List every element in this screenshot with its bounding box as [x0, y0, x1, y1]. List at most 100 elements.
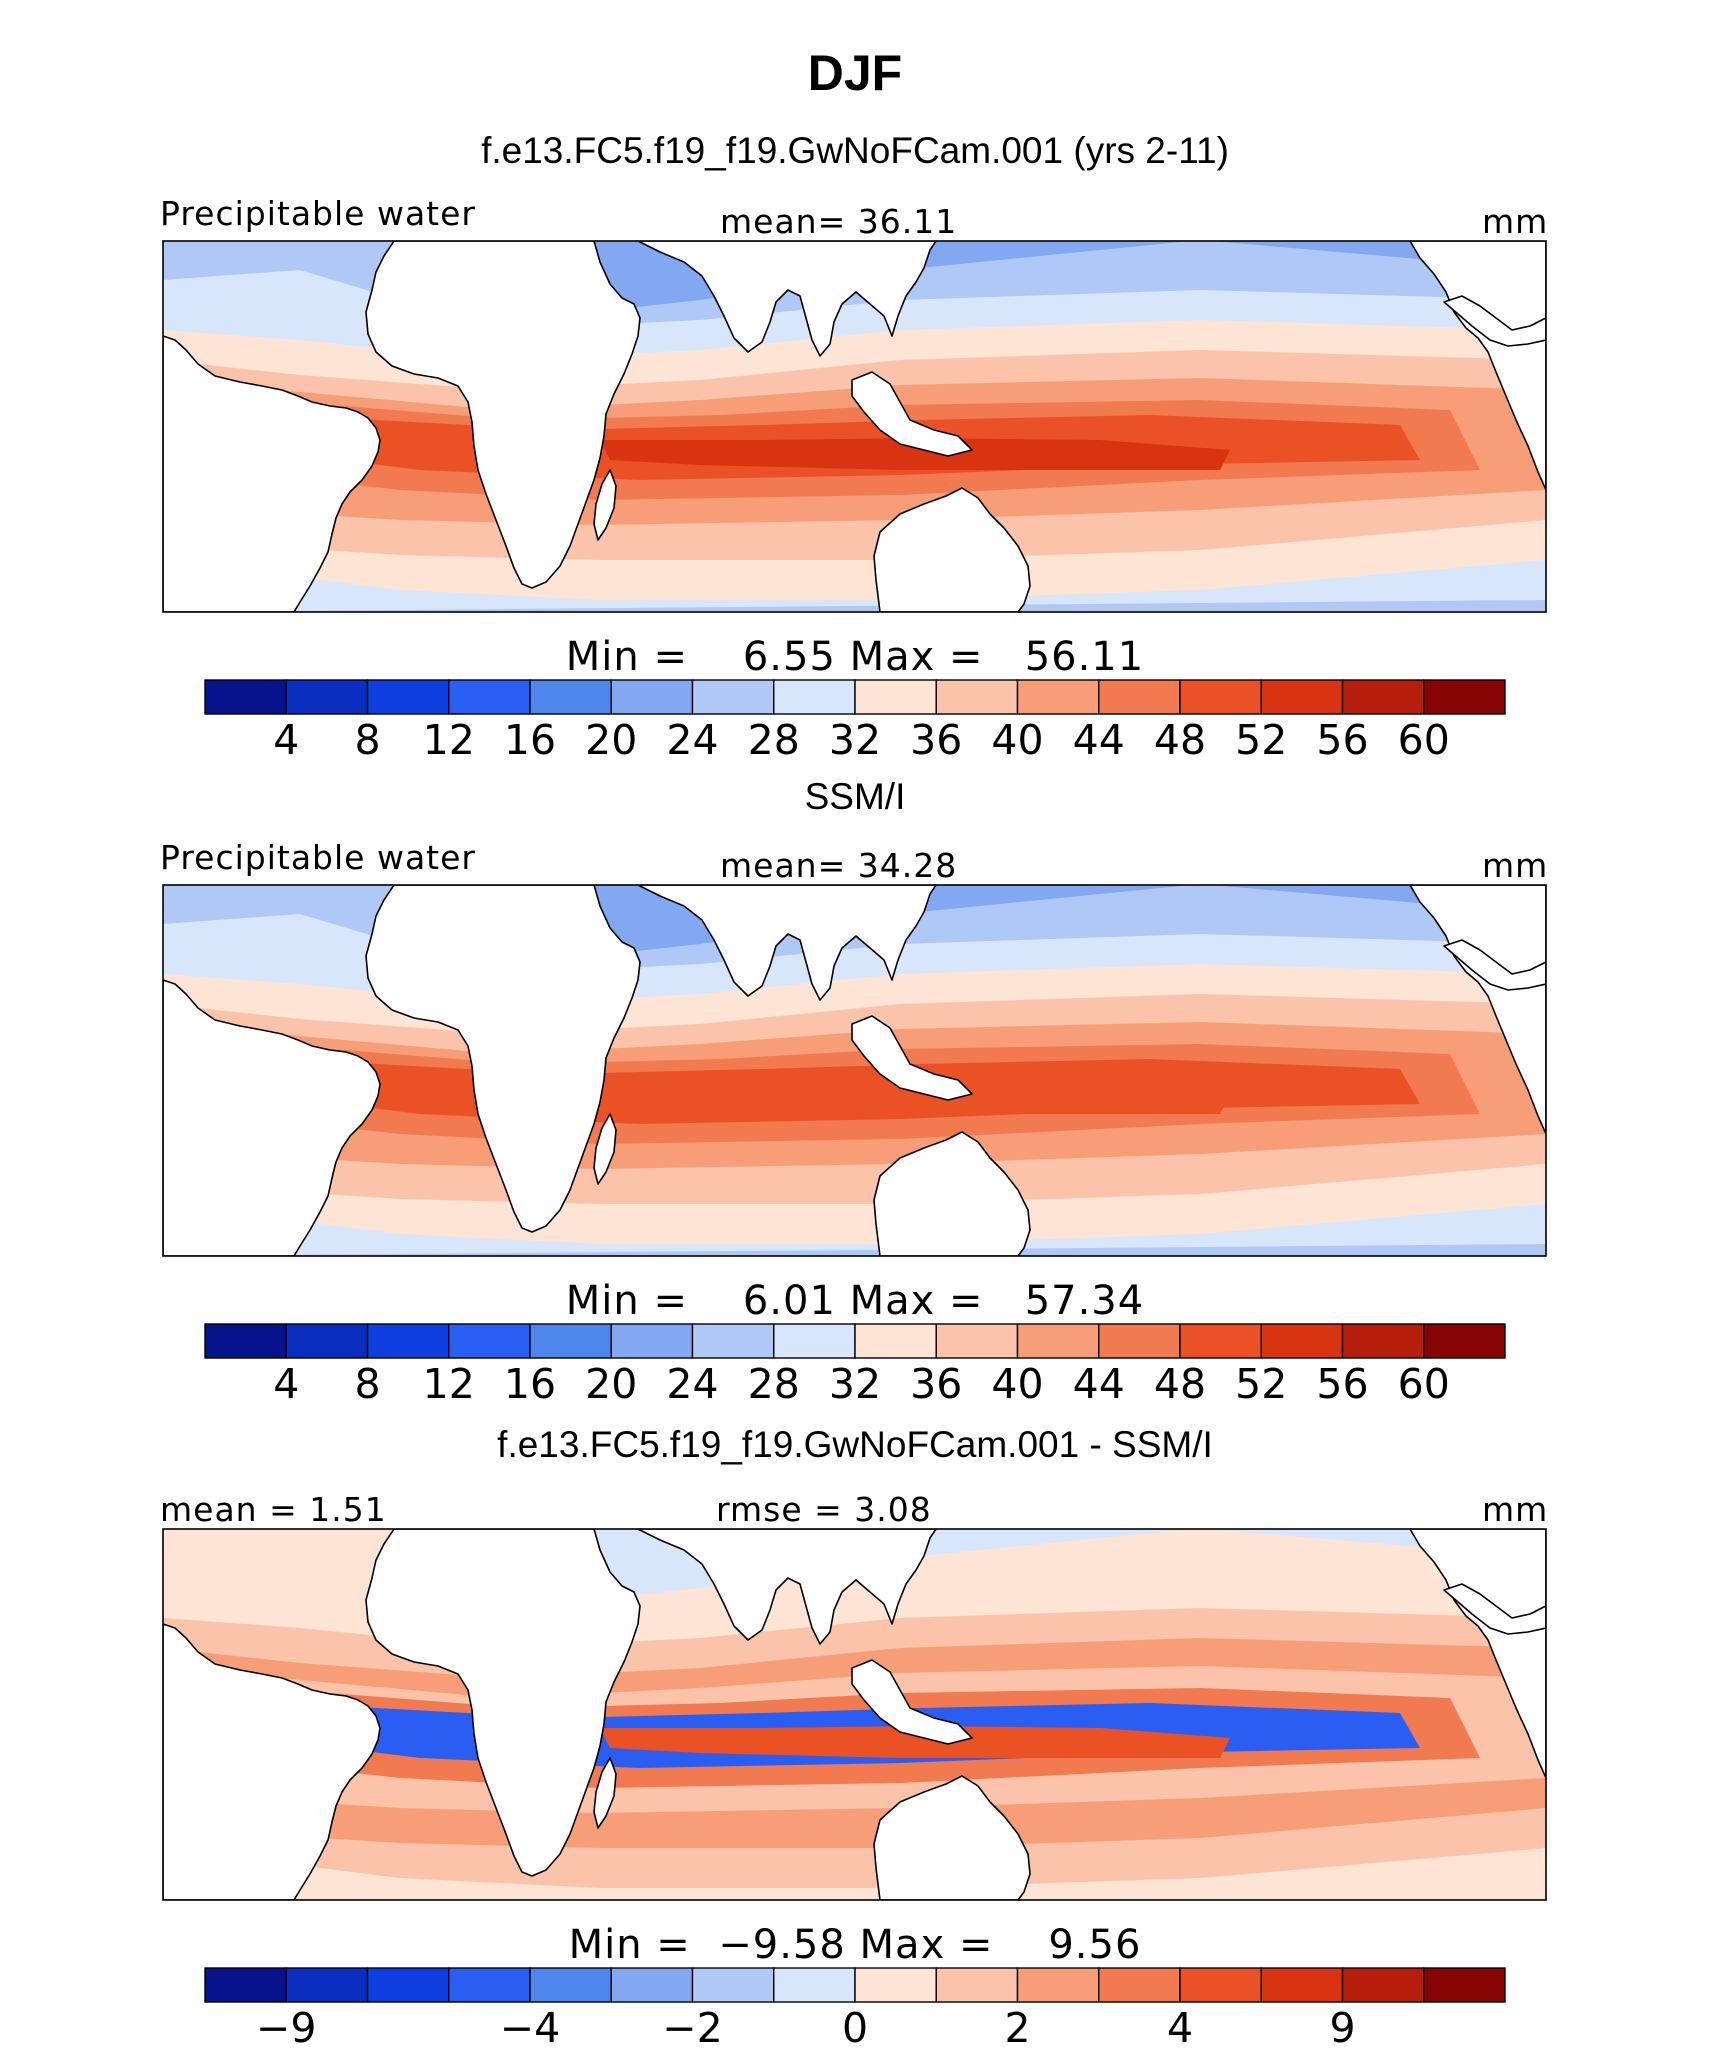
colorbar-2-tick-label: 52 — [1235, 1360, 1287, 1408]
field-band-2 — [163, 1529, 1546, 1900]
panel-2-minmax: Min = 6.01 Max = 57.34 — [565, 1278, 1145, 1324]
colorbar-1-tick-label: 36 — [910, 716, 962, 764]
colorbar-2-tick-label: 48 — [1154, 1360, 1206, 1408]
panel-3-title: f.e13.FC5.f19_f19.GwNoFCam.001 - SSM/I — [497, 1424, 1213, 1465]
colorbar-2-tick-label: 8 — [354, 1360, 380, 1408]
colorbar-3-box-11 — [1016, 1967, 1100, 2003]
colorbar-3-box-9 — [854, 1967, 937, 2003]
colorbar-2-tick-label: 28 — [748, 1360, 800, 1408]
panel-1-units-label: mm — [1482, 202, 1549, 241]
field-band-5 — [163, 1638, 1546, 1848]
panel-3-mean-label: mean = 1.51 — [160, 1490, 387, 1529]
field-band-4 — [163, 964, 1546, 1244]
panel-2-units-label: mm — [1482, 846, 1549, 885]
maritime-islands — [851, 1659, 973, 1745]
field-band-6 — [163, 378, 1546, 525]
colorbar-1-tick-label: 8 — [354, 716, 380, 764]
colorbar-1-box-2 — [285, 679, 369, 715]
field-band-5 — [163, 350, 1546, 560]
colorbar-1-tick-label: 12 — [423, 716, 475, 764]
colorbar-3-group: −9 −4 −2 0 2 4 9 — [204, 1967, 1506, 2048]
colorbar-2-box-10 — [935, 1323, 1019, 1359]
colorbar-3-box-2 — [285, 1967, 369, 2003]
colorbar-1-tick-label: 56 — [1316, 716, 1368, 764]
central-america-caribbean — [1443, 1583, 1546, 1635]
colorbar-2-tick-label: 32 — [829, 1360, 881, 1408]
colorbar-2-box-7 — [691, 1323, 775, 1359]
field-band-2 — [163, 241, 1546, 612]
colorbar-2-box-12 — [1098, 1323, 1181, 1359]
colorbar-1-box-3 — [366, 679, 450, 715]
colorbar-1-box-9 — [854, 679, 937, 715]
colorbar-1-group: 4 8 12 16 20 24 28 32 36 40 44 48 52 56 60 — [204, 679, 1506, 764]
colorbar-1-tick-label: 60 — [1398, 716, 1450, 764]
north-america-landmass — [1409, 885, 1546, 1135]
colorbar-3-box-7 — [691, 1967, 775, 2003]
colorbar-3-box-3 — [366, 1967, 450, 2003]
colorbar-1-tick-label: 52 — [1235, 716, 1287, 764]
colorbar-2-tick-label: 40 — [991, 1360, 1043, 1408]
maritime-islands — [851, 1015, 973, 1101]
colorbar-1-tick-label: 24 — [666, 716, 718, 764]
colorbar-2-box-4 — [448, 1323, 531, 1359]
field-band-9 — [600, 1082, 1230, 1114]
field-band-1 — [163, 1529, 1546, 1900]
arabia-asia-landmass — [637, 1529, 937, 1645]
colorbar-1-tick-label: 32 — [829, 716, 881, 764]
colorbar-1-box-7 — [691, 679, 775, 715]
colorbar-3-box-1 — [204, 1967, 287, 2003]
panel-1-field — [163, 241, 1546, 612]
colorbar-1-box-4 — [448, 679, 531, 715]
panel-2-map-frame — [162, 884, 1547, 1257]
central-america-caribbean — [1443, 295, 1546, 347]
colorbar-2-box-14 — [1260, 1323, 1344, 1359]
north-america-landmass — [1409, 1529, 1546, 1779]
panel-3-rmse-label: rmse = 3.08 — [716, 1490, 932, 1529]
colorbar-3-box-15 — [1341, 1967, 1425, 2003]
colorbar-2-box-13 — [1179, 1323, 1262, 1359]
colorbar-1-box-12 — [1098, 679, 1181, 715]
panel-3-minmax: Min = −9.58 Max = 9.56 — [568, 1922, 1142, 1968]
figure-title: DJF — [807, 45, 903, 101]
colorbar-1-box-11 — [1016, 679, 1100, 715]
africa-landmass — [365, 1529, 641, 1877]
colorbar-2-tick-label: 56 — [1316, 1360, 1368, 1408]
south-america-landmass — [163, 1623, 381, 1900]
colorbar-1-box-10 — [935, 679, 1019, 715]
field-band-9 — [600, 438, 1230, 470]
panel-1-map-group — [162, 240, 1547, 613]
madagascar-island — [593, 469, 617, 541]
africa-landmass — [365, 885, 641, 1233]
field-band-8 — [230, 410, 1420, 480]
colorbar-2-box-5 — [529, 1323, 612, 1359]
colorbar-3-box-10 — [935, 1967, 1019, 2003]
field-band-5 — [163, 994, 1546, 1204]
colorbar-2-tick-label: 36 — [910, 1360, 962, 1408]
field-band-2 — [163, 885, 1546, 1256]
colorbar-3-box-16 — [1423, 1967, 1506, 2003]
colorbar-1-tick-label: 40 — [991, 716, 1043, 764]
field-band-8 — [230, 1698, 1420, 1768]
colorbar-2-tick-label: 20 — [585, 1360, 637, 1408]
panel-3-map-frame — [162, 1528, 1547, 1901]
australia-landmass — [873, 1131, 1031, 1256]
colorbar-2-box-8 — [773, 1323, 856, 1359]
field-band-3 — [163, 1558, 1546, 1900]
panel-2-title: SSM/I — [804, 776, 906, 817]
colorbar-1-box-13 — [1179, 679, 1262, 715]
colorbar-2-tick-label: 44 — [1073, 1360, 1125, 1408]
colorbar-1-tick-label: 48 — [1154, 716, 1206, 764]
colorbar-2-box-11 — [1016, 1323, 1100, 1359]
colorbar-2-box-6 — [610, 1323, 694, 1359]
colorbar-1-box-16 — [1423, 679, 1506, 715]
colorbar-3-box-14 — [1260, 1967, 1344, 2003]
africa-landmass — [365, 241, 641, 589]
colorbar-3-tick-label: −2 — [662, 2004, 722, 2048]
colorbar-3-tick-label: 2 — [1004, 2004, 1030, 2048]
field-band-3 — [163, 914, 1546, 1256]
colorbar-3-box-4 — [448, 1967, 531, 2003]
